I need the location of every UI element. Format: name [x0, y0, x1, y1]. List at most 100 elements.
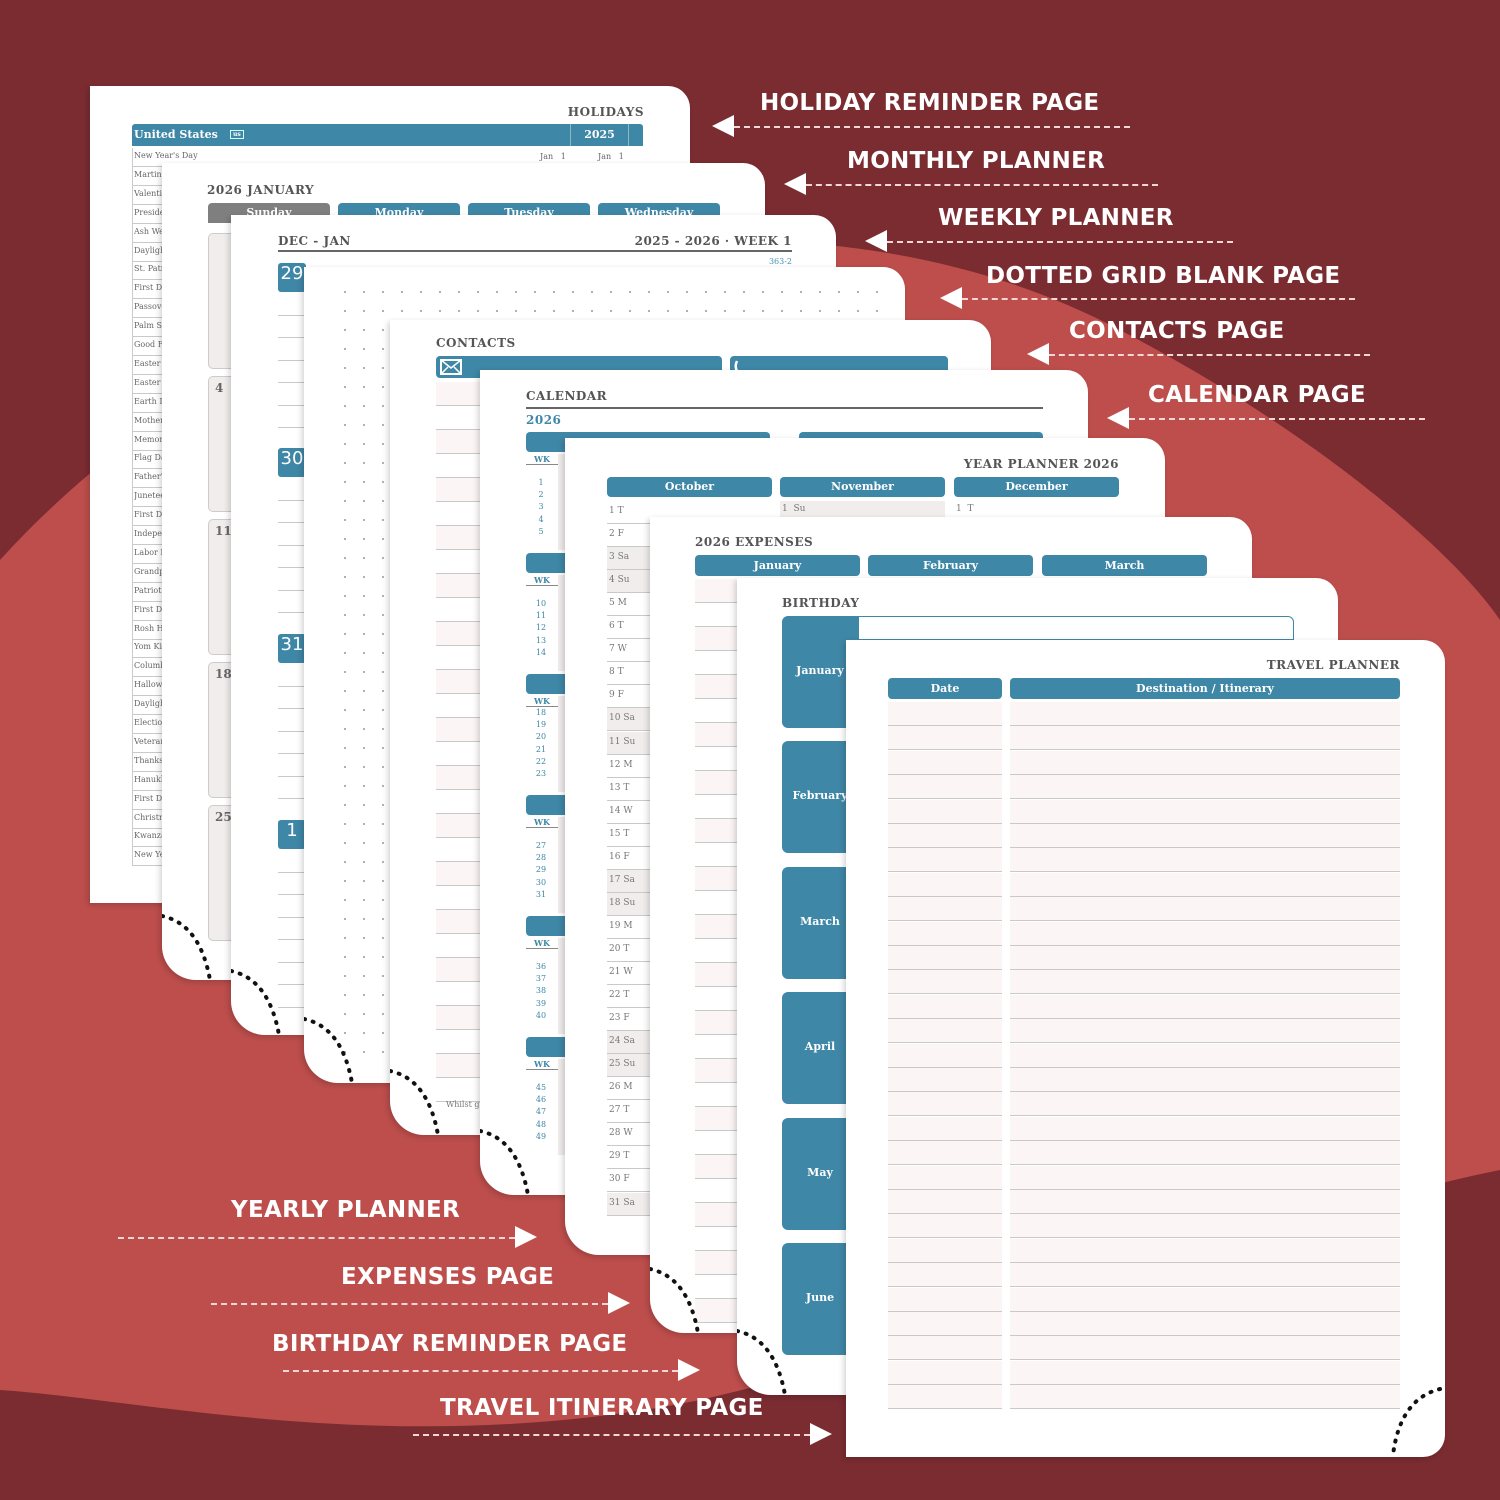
day-row[interactable]: 26 M	[607, 1077, 650, 1101]
date-cell[interactable]	[888, 799, 1002, 824]
grid-dot	[382, 899, 384, 901]
itinerary-cell[interactable]	[1010, 1043, 1400, 1068]
date-cell[interactable]	[888, 775, 1002, 800]
date-cell[interactable]	[888, 1238, 1002, 1263]
date-cell[interactable]	[888, 1190, 1002, 1214]
day-row[interactable]: 22 T	[607, 985, 650, 1009]
date-cell[interactable]	[888, 1092, 1002, 1117]
itinerary-cell[interactable]	[1010, 848, 1400, 873]
day-row[interactable]: 21 W	[607, 962, 650, 985]
itinerary-cell[interactable]	[1010, 897, 1400, 922]
november-row[interactable]	[780, 501, 945, 517]
month-tab-may[interactable]: May	[782, 1117, 858, 1230]
day-row[interactable]: 16 F	[607, 846, 650, 870]
date-cell[interactable]	[888, 1043, 1002, 1068]
date-cell[interactable]	[888, 1214, 1002, 1239]
day-row[interactable]: 30 F	[607, 1169, 650, 1193]
itinerary-cell[interactable]	[1010, 726, 1400, 751]
date-cell[interactable]	[888, 1263, 1002, 1288]
day-row[interactable]: 27 T	[607, 1100, 650, 1124]
date-cell[interactable]	[888, 1336, 1002, 1361]
day-row[interactable]: 23 F	[607, 1008, 650, 1032]
itinerary-cell[interactable]	[1010, 1214, 1400, 1239]
date-cell[interactable]	[888, 848, 1002, 873]
itinerary-cell[interactable]	[1010, 946, 1400, 970]
itinerary-cell[interactable]	[1010, 1336, 1400, 1361]
day-row[interactable]: 15 T	[607, 823, 650, 847]
day-row[interactable]: 1 T	[607, 501, 650, 524]
day-row[interactable]: 12 M	[607, 754, 650, 778]
date-cell[interactable]	[888, 946, 1002, 970]
month-tab-june[interactable]: June	[782, 1243, 858, 1355]
date-cell[interactable]	[888, 1165, 1002, 1190]
itinerary-cell[interactable]	[1010, 1141, 1400, 1166]
day-row[interactable]: 5 M	[607, 593, 650, 617]
day-row[interactable]: 9 F	[607, 685, 650, 709]
day-row[interactable]: 6 T	[607, 616, 650, 640]
month-tab-january[interactable]: January	[782, 616, 858, 728]
day-row[interactable]: 20 T	[607, 938, 650, 962]
day-row[interactable]: 7 W	[607, 639, 650, 663]
day-row[interactable]: 10 Sa	[607, 708, 650, 732]
itinerary-cell[interactable]	[1010, 799, 1400, 824]
month-tab-february[interactable]: February	[782, 741, 858, 854]
date-cell[interactable]	[888, 1385, 1002, 1410]
itinerary-cell[interactable]	[1010, 775, 1400, 800]
date-cell[interactable]	[888, 1312, 1002, 1336]
date-cell[interactable]	[888, 824, 1002, 848]
itinerary-cell[interactable]	[1010, 824, 1400, 848]
date-cell[interactable]	[888, 1141, 1002, 1166]
date-cell[interactable]	[888, 921, 1002, 946]
day-row[interactable]: 4 Su	[607, 570, 650, 594]
itinerary-cell[interactable]	[1010, 1165, 1400, 1190]
day-row[interactable]: 14 W	[607, 800, 650, 824]
itinerary-cell[interactable]	[1010, 1116, 1400, 1141]
day-row[interactable]: 18 Su	[607, 892, 650, 916]
month-tab-march[interactable]: March	[782, 866, 858, 979]
itinerary-cell[interactable]	[1010, 994, 1400, 1019]
date-cell[interactable]	[888, 897, 1002, 922]
itinerary-cell[interactable]	[1010, 1238, 1400, 1263]
itinerary-cell[interactable]	[1010, 1068, 1400, 1092]
day-row[interactable]: 31 Sa	[607, 1192, 650, 1216]
day-row[interactable]: 24 Sa	[607, 1031, 650, 1055]
day-row[interactable]: 19 M	[607, 915, 650, 939]
country-label[interactable]: United States	[134, 128, 218, 141]
itinerary-cell[interactable]	[1010, 1312, 1400, 1336]
date-cell[interactable]	[888, 1116, 1002, 1141]
itinerary-cell[interactable]	[1010, 1190, 1400, 1214]
itinerary-cell[interactable]	[1010, 1385, 1400, 1410]
date-cell[interactable]	[888, 1287, 1002, 1312]
date-cell[interactable]	[888, 750, 1002, 775]
itinerary-cell[interactable]	[1010, 1287, 1400, 1312]
week-number: 47	[535, 1107, 547, 1117]
itinerary-cell[interactable]	[1010, 702, 1400, 726]
date-cell[interactable]	[888, 726, 1002, 751]
itinerary-cell[interactable]	[1010, 750, 1400, 775]
date-cell[interactable]	[888, 1019, 1002, 1044]
itinerary-cell[interactable]	[1010, 1263, 1400, 1288]
day-row[interactable]: 3 Sa	[607, 547, 650, 571]
itinerary-cell[interactable]	[1010, 921, 1400, 946]
day-row[interactable]: 11 Su	[607, 731, 650, 755]
date-cell[interactable]	[888, 702, 1002, 726]
itinerary-cell[interactable]	[1010, 872, 1400, 897]
date-cell[interactable]	[888, 1068, 1002, 1092]
day-row[interactable]: 25 Su	[607, 1054, 650, 1078]
date-cell[interactable]	[888, 994, 1002, 1019]
day-row[interactable]: 13 T	[607, 777, 650, 801]
date-cell[interactable]	[888, 970, 1002, 995]
day-row[interactable]: 17 Sa	[607, 869, 650, 893]
date-cell[interactable]	[888, 872, 1002, 897]
itinerary-cell[interactable]	[1010, 1360, 1400, 1385]
itinerary-cell[interactable]	[1010, 1019, 1400, 1044]
itinerary-cell[interactable]	[1010, 1092, 1400, 1117]
day-row[interactable]: 28 W	[607, 1123, 650, 1147]
month-tab-april[interactable]: April	[782, 992, 858, 1105]
day-row[interactable]: 2 F	[607, 524, 650, 548]
holiday-name: Labor Da	[134, 547, 162, 557]
itinerary-cell[interactable]	[1010, 970, 1400, 995]
day-row[interactable]: 29 T	[607, 1146, 650, 1170]
day-row[interactable]: 8 T	[607, 662, 650, 686]
date-cell[interactable]	[888, 1360, 1002, 1385]
